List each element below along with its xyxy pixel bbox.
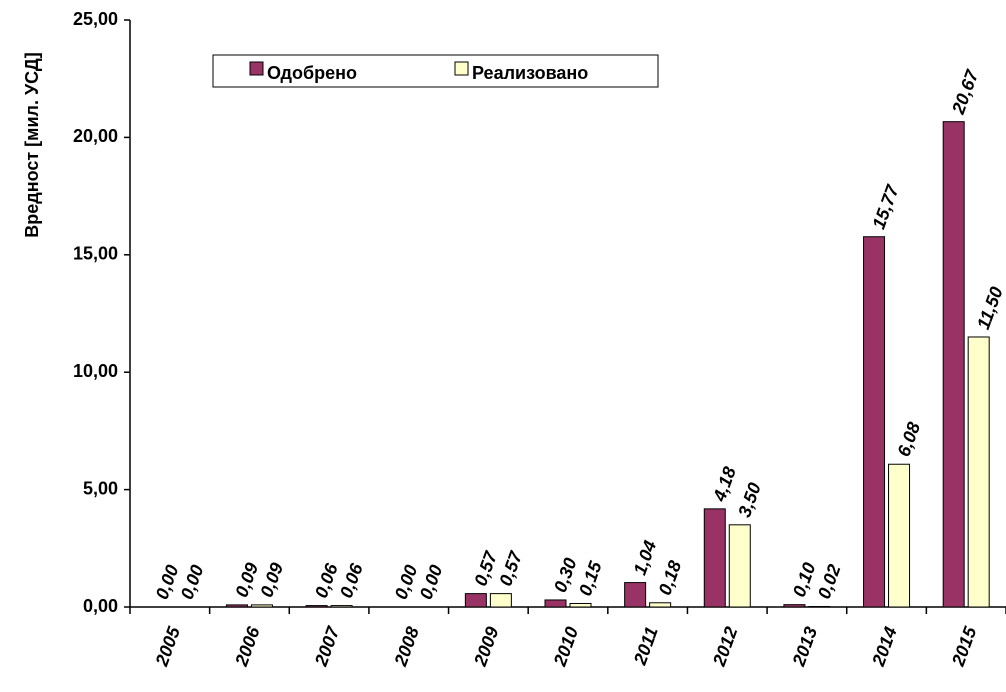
bar (942, 121, 965, 608)
bar (489, 593, 512, 608)
x-tick-label: 2014 (868, 624, 901, 669)
bar (464, 593, 487, 608)
bar (649, 602, 672, 608)
bar (863, 236, 886, 608)
bar (703, 508, 726, 608)
x-tick-label: 2006 (231, 623, 264, 669)
y-tick-label: 10,00 (73, 361, 118, 381)
bar (967, 336, 990, 608)
value-label: 0,00 (416, 562, 447, 602)
value-label: 6,08 (893, 419, 924, 459)
bar (225, 604, 248, 608)
value-label: 15,77 (868, 182, 903, 232)
y-tick-label: 25,00 (73, 9, 118, 29)
legend-swatch (454, 61, 469, 76)
y-axis-title: Вредност [мил. УСД] (22, 52, 42, 237)
x-tick-label: 2008 (390, 624, 423, 669)
value-label: 11,50 (973, 284, 1006, 332)
y-tick-label: 5,00 (83, 478, 118, 498)
x-tick-label: 2013 (788, 624, 821, 669)
value-label: 0,18 (655, 558, 686, 598)
legend-label: Реализовано (472, 63, 588, 83)
value-label: 0,06 (336, 560, 367, 601)
x-tick-label: 2007 (310, 623, 343, 669)
bar (544, 599, 567, 608)
bar (569, 602, 592, 608)
legend-box (212, 54, 659, 88)
x-tick-label: 2015 (948, 623, 981, 669)
value-label: 0,00 (177, 562, 208, 602)
x-tick-label: 2012 (709, 624, 742, 669)
value-label: 0,57 (495, 548, 526, 589)
value-label: 1,04 (630, 538, 661, 578)
bar (783, 604, 806, 608)
x-tick-label: 2010 (549, 624, 582, 669)
bar (250, 604, 273, 608)
x-tick-label: 2011 (629, 624, 661, 668)
bar (728, 524, 751, 608)
bar (305, 605, 328, 608)
y-tick-label: 20,00 (73, 126, 118, 146)
x-tick-label: 2005 (151, 623, 184, 669)
bar (330, 605, 353, 608)
value-label: 4,18 (709, 464, 740, 505)
y-tick-label: 0,00 (83, 596, 118, 616)
y-tick-label: 15,00 (73, 244, 118, 264)
bar (888, 463, 911, 608)
value-label: 0,09 (256, 560, 287, 600)
value-label: 3,50 (734, 480, 765, 520)
value-label: 20,67 (948, 67, 983, 118)
x-tick-label: 2009 (470, 624, 503, 669)
bar (624, 582, 647, 608)
legend-swatch (249, 61, 264, 76)
legend-label: Одобрено (267, 63, 357, 83)
